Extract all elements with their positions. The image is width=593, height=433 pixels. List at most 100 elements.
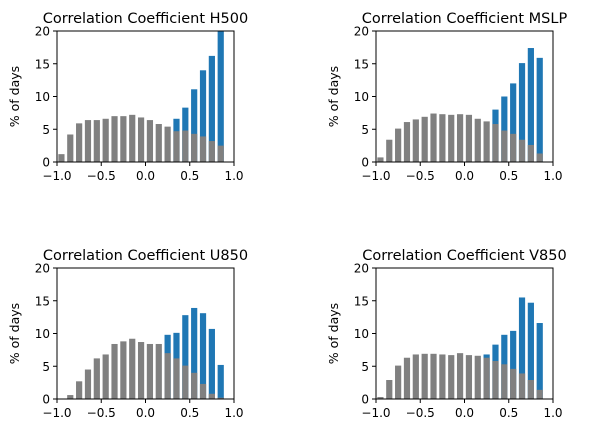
y-tick-label: 20 bbox=[35, 262, 50, 276]
bar-gray bbox=[93, 358, 100, 399]
chart-title: Correlation Coefficient U850 bbox=[43, 248, 248, 264]
bar-gray bbox=[208, 141, 215, 162]
bar-gray bbox=[430, 353, 437, 399]
bar-gray bbox=[518, 373, 526, 399]
bar-gray bbox=[84, 120, 92, 162]
bar-gray bbox=[527, 144, 534, 162]
bar-gray bbox=[395, 128, 402, 162]
bar-gray bbox=[386, 380, 393, 399]
y-tick-label: 20 bbox=[354, 25, 369, 39]
y-tick-label: 10 bbox=[354, 90, 369, 104]
bar-gray bbox=[518, 139, 526, 162]
bar-gray bbox=[191, 372, 198, 399]
bar-gray bbox=[173, 358, 180, 399]
bar-gray bbox=[474, 118, 481, 162]
bar-gray bbox=[146, 343, 154, 399]
y-axis-label: % of days bbox=[326, 303, 341, 364]
bar-gray bbox=[377, 397, 384, 399]
x-tick-label: 1.0 bbox=[543, 406, 562, 420]
bar-gray bbox=[395, 365, 402, 399]
bar-blue bbox=[527, 48, 534, 162]
x-tick-label: 0.0 bbox=[136, 406, 155, 420]
bar-gray bbox=[403, 357, 411, 399]
y-tick-label: 5 bbox=[42, 123, 50, 137]
axes-frame bbox=[56, 267, 235, 400]
x-tick-label: −1.0 bbox=[361, 169, 390, 183]
bar-gray bbox=[483, 121, 490, 162]
bar-gray bbox=[377, 157, 384, 162]
bar-gray bbox=[199, 136, 207, 162]
x-tick-label: −1.0 bbox=[361, 406, 390, 420]
y-tick-label: 15 bbox=[354, 294, 369, 308]
bar-blue bbox=[217, 364, 224, 399]
x-tick-label: −1.0 bbox=[42, 169, 71, 183]
bar-blue bbox=[518, 63, 526, 162]
bar-gray bbox=[155, 343, 162, 399]
bar-blue bbox=[536, 323, 543, 399]
bar-gray bbox=[439, 354, 446, 399]
x-tick-label: 1.0 bbox=[543, 169, 562, 183]
axes-frame bbox=[375, 30, 554, 163]
y-tick-label: 20 bbox=[354, 262, 369, 276]
bar-gray bbox=[164, 353, 171, 399]
bar-gray bbox=[492, 124, 499, 162]
y-axis-label: % of days bbox=[7, 303, 22, 364]
bar-gray bbox=[456, 114, 464, 162]
bar-gray bbox=[412, 354, 419, 399]
y-tick-label: 5 bbox=[361, 123, 369, 137]
bar-blue bbox=[191, 307, 198, 399]
bar-gray bbox=[182, 365, 189, 399]
bar-gray bbox=[217, 145, 224, 162]
x-tick-label: 0.0 bbox=[136, 169, 155, 183]
y-tick-label: 15 bbox=[354, 57, 369, 71]
bar-gray bbox=[137, 117, 145, 162]
bar-gray bbox=[164, 126, 171, 162]
bar-blue bbox=[501, 96, 508, 162]
bar-gray bbox=[84, 369, 92, 399]
bar-gray bbox=[510, 133, 517, 162]
y-tick-label: 5 bbox=[361, 360, 369, 374]
bar-gray bbox=[102, 118, 109, 162]
x-tick-label: 0.5 bbox=[180, 169, 199, 183]
bar-gray bbox=[492, 361, 499, 399]
bar-gray bbox=[465, 114, 473, 162]
bar-gray bbox=[146, 120, 154, 162]
bar-gray bbox=[93, 120, 100, 162]
bar-gray bbox=[120, 341, 127, 399]
bar-blue bbox=[527, 302, 534, 399]
x-tick-label: 1.0 bbox=[224, 169, 243, 183]
y-tick-label: 10 bbox=[35, 90, 50, 104]
bar-gray bbox=[536, 389, 543, 399]
bar-gray bbox=[191, 133, 198, 162]
bar-gray bbox=[173, 131, 180, 162]
x-tick-label: 0.0 bbox=[455, 406, 474, 420]
axes-frame bbox=[56, 30, 235, 163]
bar-blue bbox=[510, 83, 517, 162]
bar-gray bbox=[421, 353, 428, 399]
bar-blue bbox=[199, 313, 207, 399]
bar-gray bbox=[129, 114, 136, 162]
y-tick-label: 15 bbox=[35, 294, 50, 308]
y-tick-label: 15 bbox=[35, 57, 50, 71]
y-tick-label: 0 bbox=[42, 156, 50, 170]
bar-gray bbox=[111, 116, 118, 162]
axes-frame bbox=[375, 267, 554, 400]
bar-blue bbox=[208, 55, 215, 162]
bar-blue bbox=[510, 330, 517, 399]
bar-gray bbox=[483, 357, 490, 399]
y-tick-label: 0 bbox=[42, 393, 50, 407]
x-tick-label: 0.5 bbox=[499, 169, 518, 183]
bar-gray bbox=[111, 343, 118, 399]
bar-blue bbox=[182, 315, 189, 399]
bar-gray bbox=[208, 393, 215, 399]
bar-blue bbox=[191, 89, 198, 162]
y-tick-label: 10 bbox=[35, 327, 50, 341]
bar-gray bbox=[510, 368, 517, 399]
bar-gray bbox=[403, 122, 411, 162]
chart-title: Correlation Coefficient MSLP bbox=[362, 11, 568, 27]
chart-title: Correlation Coefficient H500 bbox=[43, 11, 249, 27]
y-axis-label: % of days bbox=[7, 66, 22, 127]
